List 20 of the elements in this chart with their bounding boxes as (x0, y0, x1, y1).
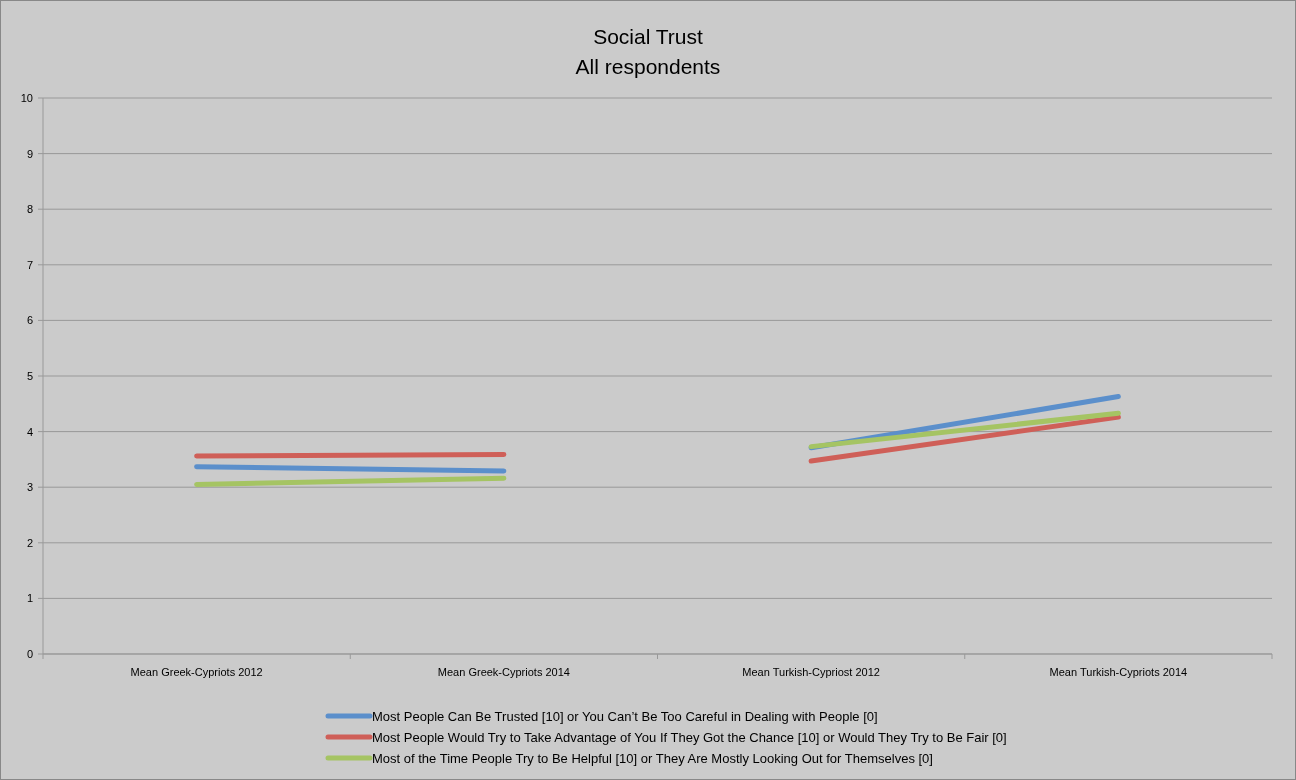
x-tick-label: Mean Turkish-Cypriots 2014 (1049, 666, 1188, 678)
x-tick-label: Mean Turkish-Cypriost 2012 (742, 666, 880, 678)
y-tick-label: 9 (26, 147, 33, 160)
y-tick-label: 4 (26, 425, 33, 438)
legend-label: Most People Would Try to Take Advantage of You If They Got the Chance [10] or Would They Try to Be Fair [0] (372, 730, 1007, 745)
y-tick-label: 8 (26, 203, 33, 216)
y-tick-label: 6 (26, 314, 33, 327)
y-tick-label: 1 (26, 592, 33, 605)
y-tick-label: 0 (26, 648, 33, 660)
y-tick-label: 3 (26, 481, 33, 494)
y-tick-label: 5 (26, 370, 33, 382)
legend-label: Most of the Time People Try to Be Helpful [10] or They Are Mostly Looking Out for Themselves [0] (372, 751, 933, 766)
y-tick-label: 10 (20, 92, 33, 104)
y-tick-label: 7 (26, 258, 33, 271)
chart-subtitle: All respondents (575, 55, 721, 78)
chart-title: Social Trust (593, 25, 704, 48)
x-tick-label: Mean Greek-Cypriots 2012 (130, 666, 263, 678)
x-tick-label: Mean Greek-Cypriots 2014 (437, 666, 570, 678)
legend-label: Most People Can Be Trusted [10] or You Can’t Be Too Careful in Dealing with People [0] (372, 709, 878, 724)
y-tick-label: 2 (26, 536, 33, 549)
